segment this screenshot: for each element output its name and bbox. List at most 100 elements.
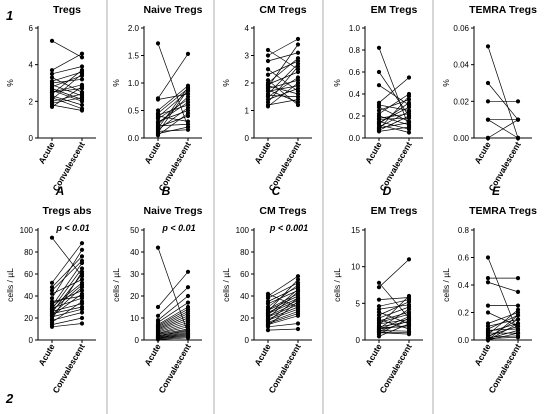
y-tick-label: 50 xyxy=(130,226,139,235)
paired-line xyxy=(267,275,299,297)
convalescent-point xyxy=(185,285,191,290)
convalescent-point xyxy=(79,241,85,246)
paired-line xyxy=(267,38,299,56)
convalescent-point xyxy=(406,94,412,99)
convalescent-point xyxy=(515,303,521,308)
y-tick-label: 2 xyxy=(29,97,34,106)
paired-line xyxy=(378,317,410,335)
convalescent-point xyxy=(295,69,301,75)
y-tick-label: 3 xyxy=(245,52,250,61)
x-category-label: Convalescent xyxy=(486,342,522,395)
paired-line xyxy=(157,295,189,321)
x-category-label: Acute xyxy=(472,342,493,368)
paired-line xyxy=(267,82,299,107)
paired-line xyxy=(267,77,299,98)
paired-line xyxy=(378,316,410,331)
acute-point xyxy=(376,312,382,318)
paired-line xyxy=(378,102,410,124)
paired-line xyxy=(51,66,83,75)
paired-line xyxy=(51,97,83,104)
acute-point xyxy=(265,104,271,109)
p-value-label: p < 0.01 xyxy=(55,223,89,233)
panel-title: EM Tregs xyxy=(371,4,418,16)
paired-line xyxy=(378,124,410,133)
y-tick-label: 40 xyxy=(130,248,139,257)
acute-point xyxy=(155,304,161,310)
paired-line xyxy=(51,88,83,93)
acute-point xyxy=(376,45,382,50)
y-tick-label: 5 xyxy=(356,299,361,308)
paired-line xyxy=(51,317,83,325)
paired-line xyxy=(51,73,83,100)
convalescent-point xyxy=(515,313,521,318)
convalescent-point xyxy=(185,105,191,110)
x-category-label: Acute xyxy=(472,140,493,166)
paired-line xyxy=(378,126,410,132)
panel-title: Naive Tregs xyxy=(144,205,203,217)
convalescent-point xyxy=(185,269,191,274)
paired-line xyxy=(51,90,83,102)
paired-line xyxy=(157,43,189,128)
acute-point xyxy=(49,324,55,329)
acute-point xyxy=(376,307,382,312)
convalescent-point xyxy=(406,113,412,119)
y-axis-label: % xyxy=(221,79,231,87)
paired-line xyxy=(378,323,410,337)
paired-line xyxy=(378,115,410,131)
paired-line xyxy=(378,122,410,129)
convalescent-point xyxy=(79,55,85,60)
paired-line xyxy=(267,304,299,318)
paired-line xyxy=(51,97,83,109)
paired-line xyxy=(157,286,189,317)
x-category-label: Acute xyxy=(142,140,163,166)
paired-line xyxy=(267,99,299,106)
paired-line xyxy=(267,88,299,100)
y-axis-label: % xyxy=(111,79,121,87)
y-tick-label: 0 xyxy=(245,336,250,345)
acute-point xyxy=(485,255,491,260)
paired-line xyxy=(157,93,189,100)
convalescent-point xyxy=(79,108,85,113)
convalescent-point xyxy=(185,94,191,99)
p-value-label: p < 0.001 xyxy=(269,223,308,233)
convalescent-point xyxy=(295,86,301,91)
acute-point xyxy=(376,334,382,339)
y-tick-label: 0.00 xyxy=(453,134,469,143)
paired-line xyxy=(157,85,189,111)
y-tick-label: 10 xyxy=(351,263,360,272)
acute-point xyxy=(265,324,271,329)
paired-line xyxy=(51,290,83,305)
acute-point xyxy=(376,83,382,88)
convalescent-point xyxy=(515,289,521,294)
paired-line xyxy=(51,273,83,313)
convalescent-point xyxy=(79,99,85,104)
acute-point xyxy=(376,297,382,302)
convalescent-point xyxy=(79,95,85,100)
y-axis-label: cells / µL xyxy=(111,268,121,302)
paired-line xyxy=(267,52,299,62)
convalescent-point xyxy=(295,75,301,80)
convalescent-point xyxy=(295,326,301,332)
y-tick-label: 40 xyxy=(24,292,33,301)
paired-line xyxy=(487,319,519,338)
y-tick-label: 100 xyxy=(236,226,250,235)
paired-line xyxy=(51,86,83,108)
convalescent-point xyxy=(79,51,85,56)
y-tick-label: 1.0 xyxy=(349,24,361,33)
paired-line xyxy=(51,93,83,102)
paired-line xyxy=(157,334,189,339)
y-tick-label: 15 xyxy=(351,226,360,235)
y-axis-label: % xyxy=(332,79,342,87)
paired-line xyxy=(487,323,519,341)
x-category-label: Convalescent xyxy=(377,342,413,395)
paired-line xyxy=(267,282,299,299)
convalescent-point xyxy=(295,50,301,55)
y-tick-label: 2.0 xyxy=(128,24,140,33)
paired-line xyxy=(51,268,83,310)
convalescent-point xyxy=(79,277,85,282)
y-tick-label: 6 xyxy=(29,24,34,33)
paired-line xyxy=(157,308,189,327)
acute-point xyxy=(265,58,271,64)
acute-point xyxy=(49,104,55,109)
acute-point xyxy=(376,304,382,309)
